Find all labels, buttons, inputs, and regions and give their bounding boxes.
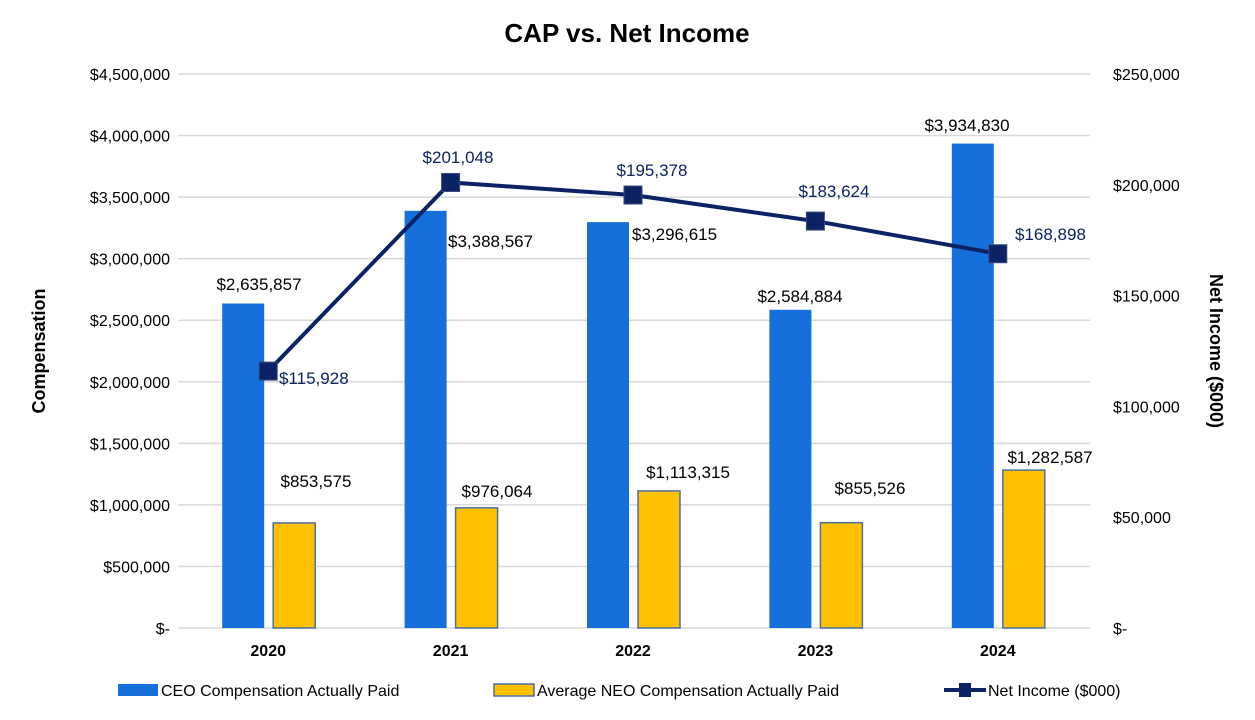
chart-title: CAP vs. Net Income [504,18,749,48]
bar-neo-2021 [454,507,499,629]
y-axis-label: Compensation [29,288,49,413]
y-tick-label: $2,500,000 [90,313,170,330]
data-label-net-income: $195,378 [617,161,688,180]
bar-ceo-2024 [951,143,994,628]
net-income-marker-2022 [623,185,643,205]
net-income-marker-2020 [258,361,278,381]
data-label-net-income: $115,928 [279,369,349,388]
bar-neo-2023 [819,521,864,629]
legend-marker-net-income [959,683,971,697]
x-tick-label: 2021 [433,643,469,660]
data-label-ceo: $3,934,830 [924,116,1009,135]
x-tick-label: 2024 [980,643,1016,660]
bar-ceo-2021 [404,210,447,628]
y2-tick-label: $- [1113,621,1127,638]
data-label-neo: $853,575 [281,472,352,491]
bar-neo-2024 [1002,469,1046,629]
y-tick-label: $1,000,000 [90,498,170,515]
net-income-marker-2023 [805,211,825,231]
y-tick-label: $4,500,000 [90,67,170,84]
data-label-net-income: $201,048 [423,148,494,167]
data-label-ceo: $2,584,884 [757,287,842,306]
y-tick-label: $500,000 [103,559,170,576]
net-income-line [266,180,999,373]
y-tick-label: $- [156,621,170,638]
y-tick-label: $1,500,000 [90,436,170,453]
data-label-net-income: $183,624 [799,182,870,201]
bar-neo-2020 [272,522,316,629]
data-label-neo: $1,113,315 [646,463,730,482]
y-tick-label: $3,000,000 [90,252,170,269]
legend-swatch-neo [493,683,535,697]
bar-ceo-2022 [587,222,629,628]
y-tick-label: $2,000,000 [90,375,170,392]
legend: CEO Compensation Actually Paid Average N… [118,683,1121,700]
y-tick-label: $3,500,000 [90,190,170,207]
y2-tick-label: $200,000 [1113,178,1180,195]
legend-label-ceo: CEO Compensation Actually Paid [161,683,399,700]
data-label-ceo: $3,296,615 [632,225,717,244]
y2-tick-label: $250,000 [1113,67,1180,84]
data-label-net-income: $168,898 [1015,225,1086,244]
legend-label-net-income: Net Income ($000) [988,683,1121,700]
bar-neo-2022 [637,490,681,629]
net-income-marker-2021 [441,172,461,192]
net-income-marker-2024 [988,244,1008,264]
legend-label-neo: Average NEO Compensation Actually Paid [537,683,839,700]
data-label-neo: $976,064 [462,482,533,501]
y2-tick-label: $100,000 [1113,399,1180,416]
y2-tick-label: $150,000 [1113,289,1180,306]
data-label-ceo: $2,635,857 [216,275,301,294]
data-label-neo: $1,282,587 [1007,448,1092,467]
x-tick-label: 2023 [798,643,834,660]
y2-tick-label: $50,000 [1113,510,1171,527]
x-tick-label: 2020 [250,643,286,660]
bar-ceo-2020 [222,303,265,628]
bar-ceo-2023 [769,309,812,628]
data-label-neo: $855,526 [835,479,906,498]
data-label-ceo: $3,388,567 [448,232,533,251]
y-tick-label: $4,000,000 [90,129,170,146]
legend-swatch-ceo [118,684,158,696]
y2-axis-label: Net Income ($000) [1206,274,1226,428]
x-tick-label: 2022 [615,643,651,660]
